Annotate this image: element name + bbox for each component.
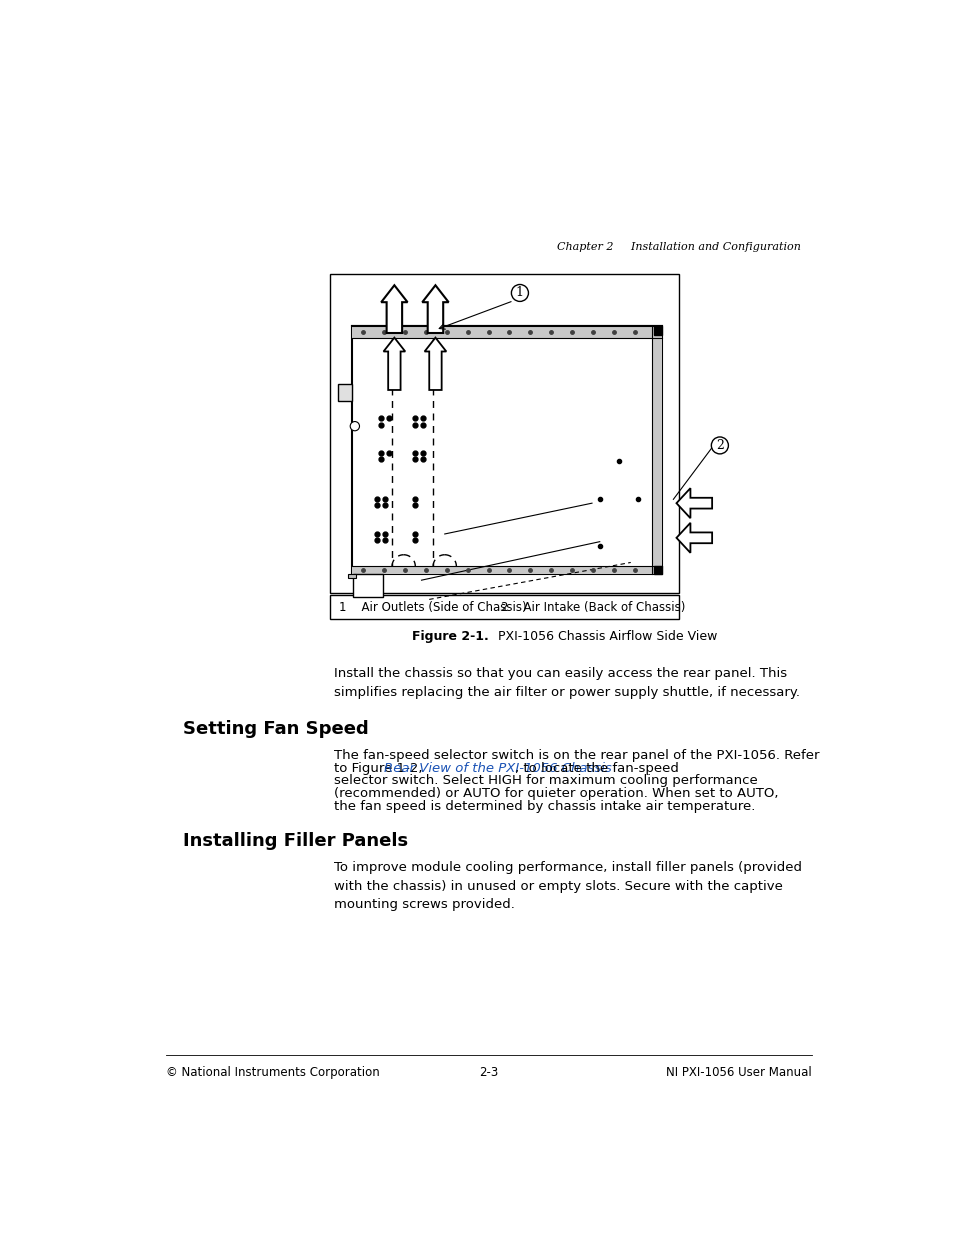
- Text: To improve module cooling performance, install filler panels (provided
with the : To improve module cooling performance, i…: [334, 861, 801, 911]
- Text: Chapter 2     Installation and Configuration: Chapter 2 Installation and Configuration: [557, 242, 801, 252]
- Text: Install the chassis so that you can easily access the rear panel. This
simplifie: Install the chassis so that you can easi…: [334, 667, 799, 699]
- Bar: [652, 326, 661, 574]
- Bar: [330, 595, 679, 620]
- Text: 2: 2: [715, 438, 723, 452]
- Text: 1: 1: [516, 287, 523, 299]
- Text: Setting Fan Speed: Setting Fan Speed: [183, 720, 368, 737]
- Circle shape: [511, 284, 528, 301]
- Text: selector switch. Select HIGH for maximum cooling performance: selector switch. Select HIGH for maximum…: [334, 774, 757, 787]
- Circle shape: [711, 437, 728, 454]
- Bar: [337, 384, 352, 401]
- Text: 2    Air Intake (Back of Chassis): 2 Air Intake (Back of Chassis): [500, 600, 684, 614]
- Bar: [352, 326, 661, 574]
- Polygon shape: [381, 285, 407, 333]
- Polygon shape: [676, 488, 711, 519]
- Circle shape: [350, 421, 359, 431]
- Text: to Figure 1-2,: to Figure 1-2,: [334, 762, 426, 774]
- Text: © National Instruments Corporation: © National Instruments Corporation: [166, 1066, 379, 1078]
- Text: Installing Filler Panels: Installing Filler Panels: [183, 832, 408, 850]
- Bar: [352, 567, 661, 574]
- Bar: [330, 274, 679, 593]
- Text: the fan speed is determined by chassis intake air temperature.: the fan speed is determined by chassis i…: [334, 799, 755, 813]
- Text: 2-3: 2-3: [478, 1066, 498, 1078]
- Bar: [352, 326, 661, 338]
- Bar: [654, 567, 661, 574]
- Text: NI PXI-1056 User Manual: NI PXI-1056 User Manual: [665, 1066, 811, 1078]
- Text: The fan-speed selector switch is on the rear panel of the PXI-1056. Refer: The fan-speed selector switch is on the …: [334, 748, 819, 762]
- Polygon shape: [422, 285, 448, 333]
- Polygon shape: [676, 522, 711, 553]
- Polygon shape: [424, 337, 446, 390]
- Bar: [353, 574, 382, 597]
- Text: PXI-1056 Chassis Airflow Side View: PXI-1056 Chassis Airflow Side View: [490, 630, 717, 643]
- Bar: [348, 574, 355, 578]
- Text: 1    Air Outlets (Side of Chassis): 1 Air Outlets (Side of Chassis): [339, 600, 526, 614]
- Text: Rear View of the PXI-1056 Chassis: Rear View of the PXI-1056 Chassis: [383, 762, 611, 774]
- Bar: [654, 326, 661, 336]
- Text: , to locate the fan-speed: , to locate the fan-speed: [515, 762, 679, 774]
- Text: (recommended) or AUTO for quieter operation. When set to AUTO,: (recommended) or AUTO for quieter operat…: [334, 787, 778, 800]
- Polygon shape: [383, 337, 405, 390]
- Text: Figure 2-1.: Figure 2-1.: [412, 630, 488, 643]
